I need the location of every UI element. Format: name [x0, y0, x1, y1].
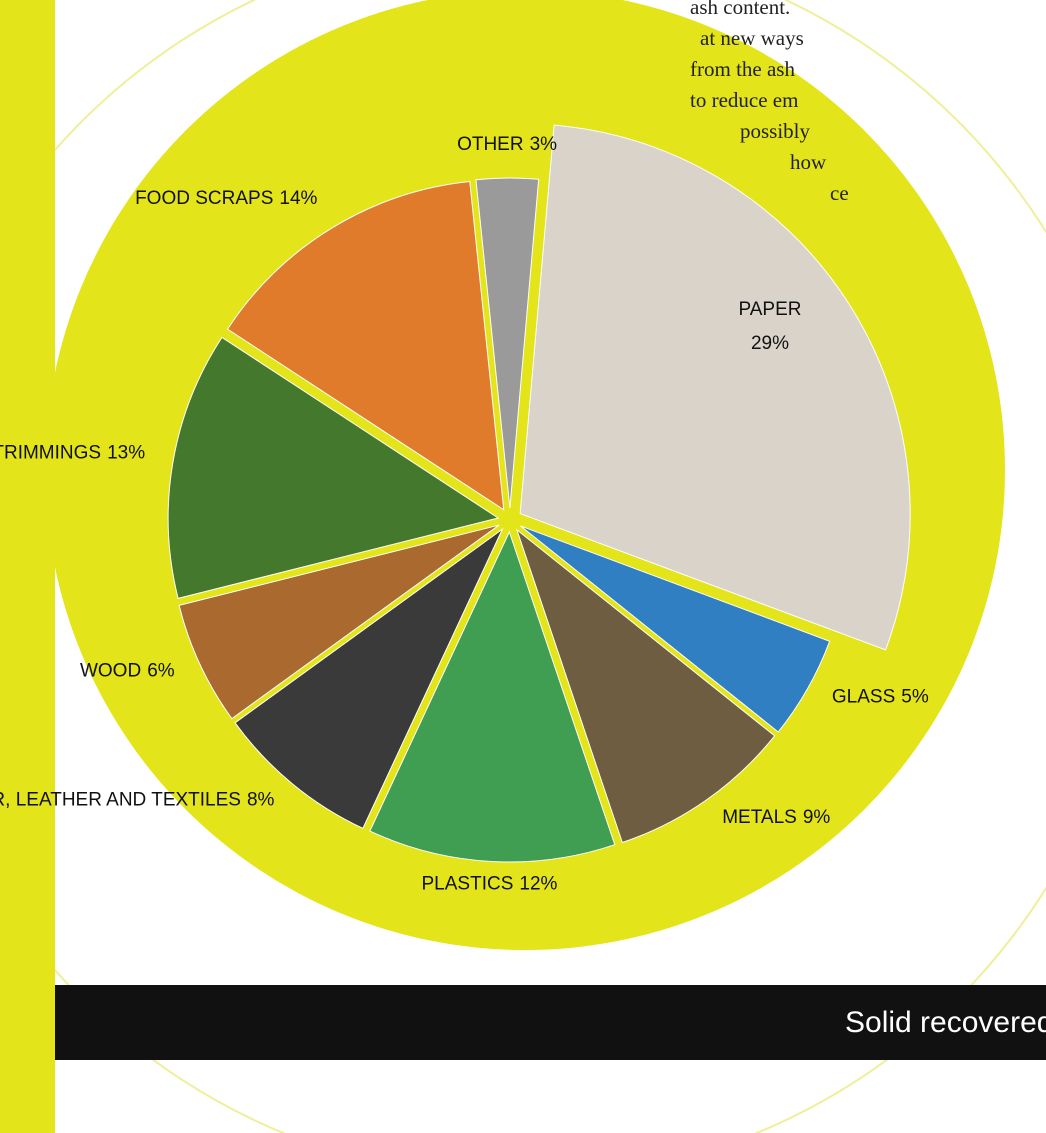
slice-name: YARD TRIMMINGS — [0, 443, 101, 464]
slice-label: METALS 9% — [722, 807, 830, 828]
footer-text: Solid recovered — [845, 1006, 1046, 1039]
pie-slice — [519, 124, 911, 651]
slice-value: 5% — [901, 686, 929, 707]
footer-bar — [55, 985, 1046, 1060]
pie-slice — [178, 524, 500, 720]
slice-name: PLASTICS — [422, 873, 514, 894]
pie-slice — [226, 180, 505, 511]
side-line: at new ways — [700, 26, 804, 50]
slice-value: 12% — [519, 873, 557, 894]
slice-label: GLASS 5% — [832, 686, 929, 707]
slice-name: FOOD SCRAPS — [135, 188, 273, 209]
pie-slice — [515, 528, 776, 844]
slice-label: PLASTICS 12% — [422, 873, 558, 894]
side-line: how — [790, 150, 827, 174]
slice-name: RUBBER, LEATHER AND TEXTILES — [0, 789, 241, 810]
side-line: to reduce em — [690, 88, 798, 112]
slice-name: OTHER — [457, 134, 524, 155]
side-text: ash content. at new ways from the ash to re… — [690, 0, 849, 205]
slice-label: RUBBER, LEATHER AND TEXTILES 8% — [0, 789, 275, 810]
slice-value: 3% — [530, 134, 558, 155]
slice-value: 9% — [803, 807, 831, 828]
slice-name: WOOD — [80, 660, 141, 681]
pie-slice — [369, 530, 616, 863]
yellow-stripe — [0, 0, 55, 1133]
slice-label: OTHER 3% — [457, 134, 557, 155]
slice-value: 29% — [751, 333, 789, 354]
slice-name: METALS — [722, 807, 797, 828]
pie-slice — [520, 525, 831, 733]
slice-label: WOOD 6% — [80, 660, 175, 681]
pie-slice — [234, 527, 504, 829]
pie-slice — [475, 177, 540, 509]
side-line: from the ash — [690, 57, 795, 81]
slice-value: 6% — [147, 660, 175, 681]
side-line: ash content. — [690, 0, 790, 19]
slice-label: YARD TRIMMINGS 13% — [0, 443, 145, 464]
slice-label: PAPER 29% — [738, 299, 801, 354]
slice-name: PAPER — [738, 299, 801, 320]
slice-value: 13% — [107, 443, 145, 464]
side-line: possibly — [740, 119, 811, 143]
slice-value: 8% — [247, 789, 275, 810]
slice-name: GLASS — [832, 686, 895, 707]
slice-value: 14% — [279, 188, 317, 209]
pie-slice — [167, 336, 500, 599]
side-line: ce — [830, 181, 849, 205]
slice-label: FOOD SCRAPS 14% — [135, 188, 317, 209]
